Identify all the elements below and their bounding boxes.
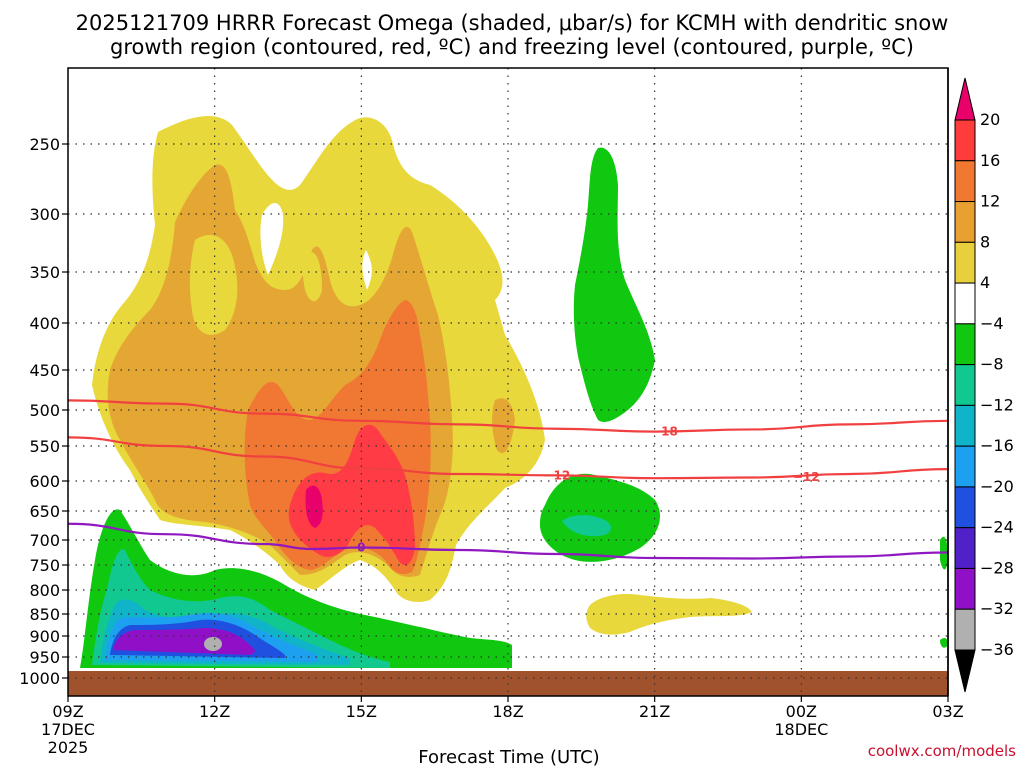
- colorbar-swatch: [954, 201, 976, 243]
- chart-title-line-1: 2025121709 HRRR Forecast Omega (shaded, …: [76, 11, 949, 35]
- omega-4-8-hole-2: [362, 250, 372, 290]
- dgz-bottom-label: −12: [544, 468, 571, 482]
- colorbar-swatch: [954, 567, 976, 610]
- freezing-level-contour: [68, 522, 948, 560]
- y-tick-label: 450: [29, 361, 60, 380]
- contours: −18 −12 −12 0: [68, 399, 948, 560]
- y-tick-label: 900: [29, 627, 60, 646]
- colorbar-label: −24: [980, 518, 1014, 537]
- x-tick-label: 15Z: [346, 702, 377, 721]
- x-tick-label: 12Z: [199, 702, 230, 721]
- colorbar-label: 20: [980, 110, 1000, 129]
- y-tick-label: 600: [29, 472, 60, 491]
- omega-16-20-region: [288, 424, 415, 566]
- colorbar-label: −4: [980, 314, 1004, 333]
- credit-text: coolwx.com/models: [868, 742, 1016, 760]
- colorbar-label: −16: [980, 436, 1014, 455]
- colorbar-label: 4: [980, 273, 990, 292]
- colorbar-swatch: [954, 323, 976, 366]
- y-tick-label: 800: [29, 581, 60, 600]
- colorbar: 20 16 12 8 4 −4 −8 −12 −16 −20 −24 −28 −32 −36: [954, 77, 1014, 693]
- colorbar-label: −32: [980, 599, 1014, 618]
- dgz-top-contour: [68, 399, 948, 433]
- y-tick-label: 700: [29, 531, 60, 550]
- y-tick-label: 300: [29, 205, 60, 224]
- colorbar-label: 8: [980, 232, 990, 251]
- chart-title-line-2: growth region (contoured, red, ºC) and f…: [110, 35, 914, 59]
- colorbar-label: −36: [980, 640, 1014, 659]
- colorbar-swatch: [954, 160, 976, 203]
- colorbar-label: −28: [980, 558, 1014, 577]
- omega-sinking-upper: [573, 147, 655, 422]
- x-tick-label: 03Z: [932, 702, 963, 721]
- colorbar-swatch: [954, 527, 976, 569]
- y-tick-label: 650: [29, 502, 60, 521]
- omega-20-plus-core: [305, 485, 323, 528]
- colorbar-swatch: [954, 282, 976, 325]
- omega-neg32-core: [204, 637, 222, 651]
- y-tick-label: 950: [29, 648, 60, 667]
- colorbar-label: 12: [980, 192, 1000, 211]
- x-tick-year: 2025: [48, 738, 89, 757]
- dgz-bottom-contour: [68, 436, 948, 480]
- omega-sinking-mid-core: [562, 515, 612, 537]
- y-tick-label: 500: [29, 401, 60, 420]
- colorbar-label: −12: [980, 395, 1014, 414]
- colorbar-swatch: [954, 404, 976, 447]
- y-tick-label: 1000: [19, 669, 60, 688]
- colorbar-swatch: [954, 445, 976, 488]
- colorbar-label: −8: [980, 355, 1004, 374]
- omega-8-12-hole-2: [302, 251, 322, 302]
- colorbar-swatch: [954, 486, 976, 529]
- y-tick-label: 750: [29, 556, 60, 575]
- y-tick-label: 850: [29, 605, 60, 624]
- omega-sinking-right-edge-2: [940, 637, 948, 648]
- colorbar-bottom-arrow: [954, 649, 976, 693]
- colorbar-swatch: [954, 119, 976, 162]
- colorbar-label: 16: [980, 151, 1000, 170]
- x-axis-label: Forecast Time (UTC): [418, 747, 599, 768]
- y-tick-label: 350: [29, 263, 60, 282]
- x-tick-label: 09Z: [52, 702, 83, 721]
- x-tick-date: 17DEC: [41, 720, 95, 739]
- omega-8-12-hole: [189, 235, 238, 335]
- y-tick-label: 400: [29, 314, 60, 333]
- x-tick-date: 18DEC: [774, 720, 828, 739]
- y-tick-label: 250: [29, 135, 60, 154]
- y-axis: 250 300 350 400 450 500 550 600 650 700 750 800 850 9…: [19, 135, 68, 688]
- freezing-level-label: 0: [357, 541, 365, 555]
- plot-area: −18 −12 −12 0: [68, 68, 948, 696]
- omega-4-8-hole-1: [260, 202, 284, 275]
- dgz-top-label: −18: [651, 425, 678, 439]
- x-tick-label: 18Z: [492, 702, 523, 721]
- omega-sinking-mid: [540, 473, 660, 562]
- colorbar-swatch: [954, 364, 976, 406]
- colorbar-swatch: [954, 241, 976, 284]
- colorbar-swatch: [954, 608, 976, 651]
- colorbar-top-arrow: [954, 77, 976, 121]
- omega-sinking-shading: [80, 147, 948, 668]
- colorbar-label: −20: [980, 477, 1014, 496]
- dgz-bottom-label: −12: [793, 470, 820, 484]
- x-tick-label: 21Z: [639, 702, 670, 721]
- y-tick-label: 550: [29, 437, 60, 456]
- x-tick-label: 00Z: [786, 702, 817, 721]
